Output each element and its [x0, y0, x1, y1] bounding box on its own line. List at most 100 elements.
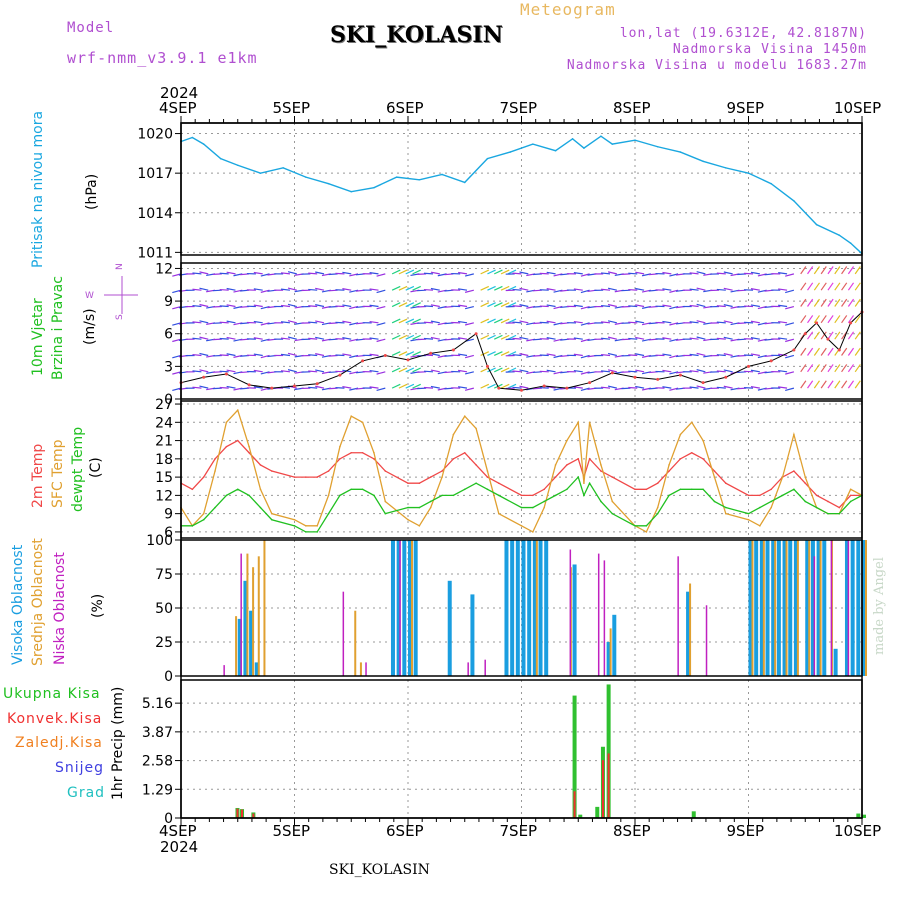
wind-speed-point [429, 351, 433, 355]
dewpt-point [191, 525, 194, 527]
high-cloud-bar [862, 540, 866, 676]
wind-speed-point [247, 383, 251, 387]
wind-barb [573, 386, 583, 389]
bottom-date-label: 4SEP [159, 822, 197, 840]
wind-barb [546, 320, 556, 324]
wind-barb [308, 272, 318, 275]
mid-cloud-bar [751, 540, 754, 676]
wind-barb [423, 305, 434, 308]
y-tick-label: 9 [164, 507, 173, 523]
wind-barb [601, 370, 611, 373]
top-date-label: 5SEP [272, 99, 311, 117]
temp2m-point [384, 470, 387, 472]
wind-barb [315, 385, 325, 389]
wind-barb [546, 271, 556, 275]
wind-barb [716, 354, 726, 357]
temp2m-point [316, 476, 319, 478]
wind-barb [405, 351, 415, 357]
high-cloud-bar [782, 540, 787, 676]
total-precip-bar [856, 813, 861, 818]
wind-speed-point [803, 332, 807, 336]
wind-barb [716, 370, 726, 373]
temp2m-point [271, 470, 273, 472]
wind-barb [669, 322, 679, 326]
mid-cloud-bar [263, 540, 266, 676]
compass-w-label: W [85, 291, 94, 301]
wind-barb [480, 383, 490, 389]
y-tick-label: 27 [155, 397, 173, 413]
wind-barb [669, 305, 679, 310]
wind-barb [192, 386, 202, 389]
wind-barb [689, 337, 699, 340]
wind-barb [405, 318, 415, 324]
pressure-point [815, 223, 818, 226]
wind-barb [778, 320, 788, 324]
high-cloud-bar [413, 540, 418, 676]
dewpt-point [566, 488, 568, 491]
sfctemp-point [259, 488, 262, 491]
sfctemp-point [214, 470, 216, 472]
y-tick-label: 1017 [137, 166, 173, 182]
wind-barb [280, 272, 291, 275]
wind-barb [669, 354, 679, 359]
sfctemp-point [781, 476, 784, 478]
wind-barb [800, 347, 807, 356]
y-tick-label: 50 [155, 601, 173, 617]
temp2m-point [645, 488, 648, 491]
temp2m-point [202, 476, 205, 478]
sfctemp-point [293, 518, 296, 521]
high-cloud-bar [856, 540, 861, 676]
sfctemp-point [600, 464, 602, 466]
wind-barb [199, 320, 209, 324]
wind-speed-point [565, 386, 569, 390]
mid-cloud-bar [865, 540, 867, 676]
wind-barb [723, 271, 733, 275]
wind-barb [635, 336, 645, 340]
wind-barb [628, 337, 638, 340]
wind-barb [546, 304, 556, 308]
sfctemp-point [770, 506, 772, 509]
wind-barb [696, 369, 706, 373]
wind-barb [464, 371, 474, 375]
legend-hail: Grad [67, 785, 106, 801]
wind-barb [750, 271, 760, 275]
dewpt-point [441, 494, 443, 497]
wind-barb [689, 370, 699, 373]
temp2m-point [339, 458, 341, 460]
wind-barb [398, 269, 408, 275]
wind-barb [342, 304, 352, 308]
wind-barb [689, 386, 699, 389]
wind-barb [342, 385, 352, 389]
wind-barb [226, 304, 236, 308]
wind-barb [487, 367, 496, 373]
dewpt-point [202, 518, 205, 521]
wind-barb [287, 320, 297, 324]
pressure-point [634, 139, 636, 141]
high-cloud-bar [470, 594, 475, 676]
wind-barb [342, 288, 352, 291]
conv-precip-bar [241, 809, 244, 818]
wind-barb [226, 287, 236, 291]
wind-barb [500, 318, 510, 324]
wind-barb [785, 387, 795, 392]
y-tick-label: 3 [164, 359, 173, 375]
temp2m-point [418, 482, 421, 485]
dewpt-point [475, 482, 477, 485]
wind-barb [464, 322, 474, 326]
pressure-point [509, 151, 511, 153]
wind-barb [500, 334, 510, 340]
wind-barb [601, 272, 611, 275]
sfctemp-point [702, 439, 704, 442]
wind-barb [785, 371, 795, 375]
wind-barb [778, 337, 788, 340]
high-cloud-bar [793, 540, 798, 676]
model-altitude-label: Nadmorska Visina u modelu 1683.27m [566, 58, 867, 73]
wind-barb [376, 338, 386, 343]
dewpt-point [361, 488, 364, 491]
wind-barb [494, 367, 503, 373]
wind-barb [723, 287, 733, 291]
wind-speed-point [849, 321, 853, 325]
temp2m-point [520, 494, 523, 497]
wind-barb [172, 273, 182, 277]
high-cloud-bar [686, 591, 691, 676]
